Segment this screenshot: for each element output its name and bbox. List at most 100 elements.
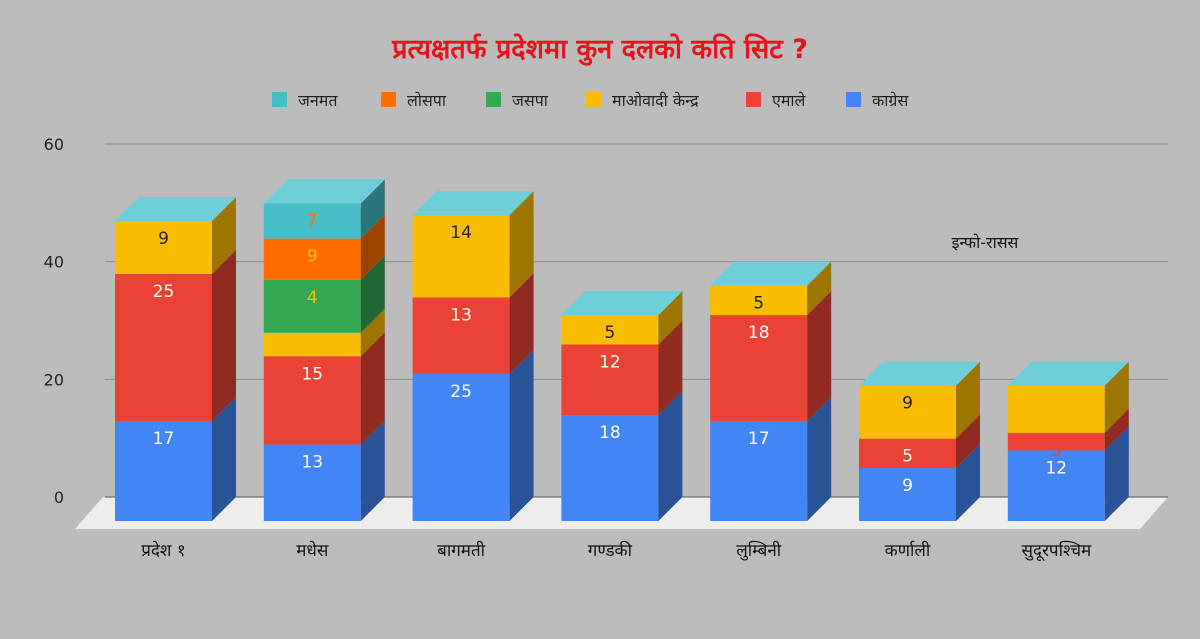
data-label: 25	[450, 382, 472, 402]
x-category-label: प्रदेश १	[141, 540, 186, 561]
bar-segment-side	[658, 391, 683, 521]
bar-segment-front	[263, 332, 361, 357]
bar-segment-front	[412, 215, 510, 298]
legend-swatch	[486, 92, 501, 107]
y-tick-label: 20	[44, 370, 64, 389]
y-tick-label: 0	[54, 488, 64, 507]
bar-segment-side	[360, 420, 385, 521]
legend-swatch	[746, 92, 761, 107]
bar-segment-front	[263, 444, 361, 521]
bar-stack	[412, 191, 534, 521]
data-label: 4	[307, 288, 318, 308]
bar-stack	[561, 291, 683, 521]
legend-label: काग्रेस	[872, 91, 909, 110]
bar-segment-front	[1007, 432, 1105, 451]
bar-segment-side	[956, 361, 980, 439]
legend-label: जसपा	[512, 91, 549, 110]
x-category-label: गण्डकी	[588, 540, 633, 561]
data-label: 9	[158, 229, 169, 249]
bars	[115, 179, 1129, 521]
bar-segment-side	[1104, 426, 1129, 521]
bar-segment-front	[115, 273, 212, 421]
bar-top-cap	[1007, 361, 1129, 386]
data-label: 18	[599, 423, 621, 443]
bar-segment-front	[263, 279, 361, 333]
data-label: 13	[301, 453, 323, 473]
y-axis: 0 20 40 60	[44, 135, 64, 507]
x-category-label: कर्णाली	[885, 540, 931, 561]
bar-segment-side	[360, 308, 385, 357]
bar-segment-side	[509, 273, 534, 374]
bar-top-cap	[115, 196, 236, 221]
data-label: 17	[153, 429, 175, 449]
data-label: 9	[902, 476, 913, 496]
data-label: 12	[1045, 458, 1067, 478]
x-category-label: सुदूरपश्चिम	[1021, 540, 1092, 561]
bar-segment-side	[509, 349, 534, 521]
legend-swatch	[846, 92, 861, 107]
data-label: 3	[1051, 441, 1062, 461]
bar-segment-side	[360, 179, 385, 239]
bar-segment-front	[561, 315, 659, 345]
bar-top-cap	[859, 361, 980, 386]
bar-segment-side	[509, 191, 534, 298]
bar-segment-side	[807, 396, 832, 521]
data-label: 5	[902, 447, 913, 467]
bar-stack	[263, 179, 385, 521]
legend: जनमत लोसपा जसपा माओवादी केन्द्र एमाले काग्रेस	[272, 91, 909, 110]
bar-segment-side	[807, 291, 832, 421]
data-label: 5	[604, 323, 615, 343]
data-label: 15	[301, 364, 323, 384]
bar-top-cap	[263, 179, 385, 204]
data-label: 9	[307, 247, 318, 267]
legend-swatch	[272, 92, 287, 107]
data-label: 9	[902, 394, 913, 414]
bar-segment-side	[360, 214, 385, 280]
legend-item: जसपा	[486, 91, 549, 110]
bar-segment-front	[710, 420, 808, 521]
bar-top-cap	[561, 291, 683, 316]
bar-segment-side	[212, 196, 236, 274]
bar-segment-front	[859, 468, 956, 521]
bar-stack	[115, 196, 236, 521]
bar-segment-front	[561, 344, 659, 416]
legend-item: एमाले	[746, 91, 807, 110]
chart-title: प्रत्यक्षतर्फ प्रदेशमा कुन दलको कति सिट …	[391, 33, 808, 66]
bar-segment-front	[412, 297, 510, 374]
legend-item: लोसपा	[381, 91, 447, 110]
data-label: 25	[153, 282, 175, 302]
bar-segment-front	[115, 220, 212, 274]
legend-label: एमाले	[772, 91, 807, 110]
legend-label: लोसपा	[407, 91, 447, 110]
bar-segment-side	[360, 332, 385, 445]
bar-segment-front	[710, 315, 808, 421]
legend-item: जनमत	[272, 91, 338, 110]
legend-label: माओवादी केन्द्र	[612, 91, 699, 110]
bar-segment-front	[1007, 385, 1105, 433]
bar-segment-side	[212, 249, 236, 421]
bar-segment-front	[263, 238, 361, 280]
legend-label: जनमत	[298, 91, 338, 110]
bar-segment-front	[561, 415, 659, 521]
y-tick-label: 60	[44, 135, 64, 154]
data-label: 8	[1051, 394, 1062, 414]
data-label: 12	[599, 353, 621, 373]
x-category-label: बागमती	[437, 540, 486, 561]
bar-segment-side	[807, 261, 832, 316]
data-label: 18	[748, 323, 770, 343]
legend-swatch	[586, 92, 601, 107]
bar-segment-front	[859, 438, 956, 469]
legend-swatch	[381, 92, 396, 107]
bar-segment-side	[1104, 361, 1129, 433]
bar-segment-front	[859, 385, 956, 439]
bar-segment-front	[263, 203, 361, 239]
bar-segment-side	[212, 396, 236, 521]
bar-segment-front	[115, 420, 212, 521]
y-tick-label: 40	[44, 253, 64, 272]
bar-segment-side	[1104, 408, 1129, 451]
bar-segment-front	[263, 356, 361, 445]
x-category-label: मधेस	[296, 540, 329, 561]
